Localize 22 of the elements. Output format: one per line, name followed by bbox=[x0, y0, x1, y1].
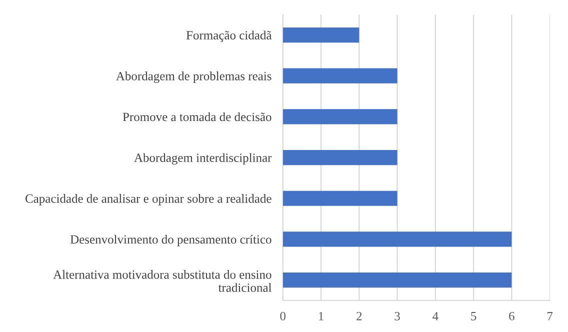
x-tick-label: 5 bbox=[471, 312, 476, 320]
bar bbox=[282, 232, 512, 247]
x-tick-label: 7 bbox=[548, 312, 553, 320]
bar bbox=[282, 68, 398, 84]
y-tick-label: Capacidade de analisar e opinar sobre a realidade bbox=[26, 194, 272, 206]
x-tick-label: 3 bbox=[394, 312, 400, 320]
y-tick-label: Abordagem interdisciplinar bbox=[134, 153, 272, 165]
y-tick-label: Abordagem de problemas reais bbox=[116, 72, 272, 83]
x-tick-label: 4 bbox=[432, 312, 438, 320]
bar bbox=[282, 190, 398, 206]
x-tick-label: 6 bbox=[509, 312, 514, 320]
bar bbox=[282, 150, 398, 166]
y-tick-label: Formação cidadã bbox=[186, 30, 272, 42]
x-tick-label: 2 bbox=[356, 312, 362, 320]
bar bbox=[282, 272, 512, 288]
y-tick-label: Promove a tomada de decisão bbox=[122, 112, 272, 122]
y-tick-label: Desenvolvimento do pensamento crítico bbox=[70, 234, 272, 246]
x-tick-label: 1 bbox=[318, 312, 324, 320]
bar bbox=[282, 27, 360, 43]
y-tick-label: Alternativa motivadora substituta do ensino tradicional bbox=[53, 270, 272, 292]
x-tick-label: 0 bbox=[280, 312, 286, 320]
bar bbox=[282, 109, 398, 124]
